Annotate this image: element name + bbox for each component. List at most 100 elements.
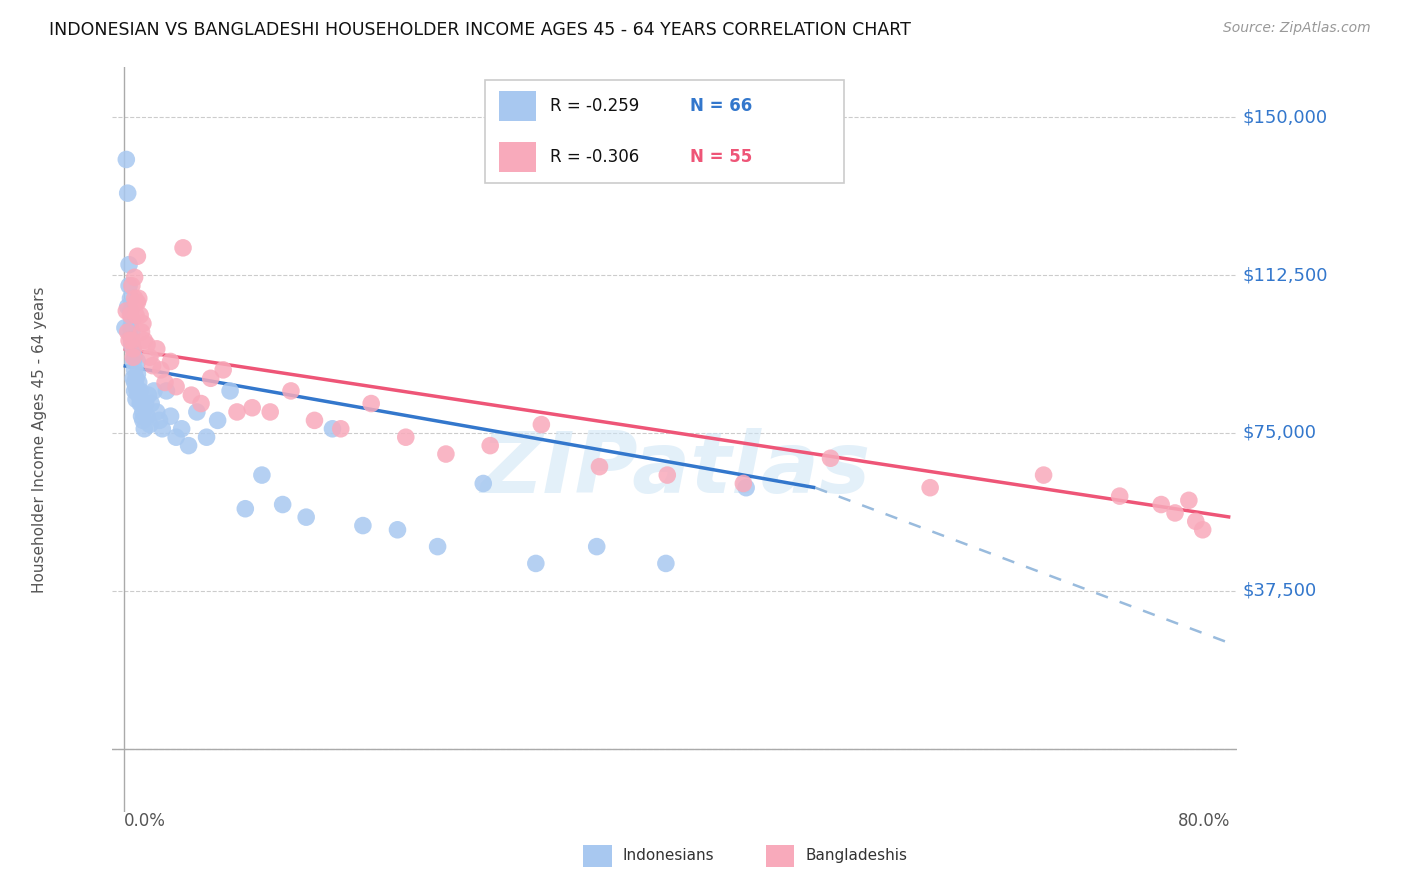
Point <box>120 329 142 343</box>
Point <box>139 417 162 432</box>
Point <box>200 371 222 385</box>
Point <box>233 501 256 516</box>
Point <box>128 376 150 390</box>
Text: INDONESIAN VS BANGLADESHI HOUSEHOLDER INCOME AGES 45 - 64 YEARS CORRELATION CHAR: INDONESIAN VS BANGLADESHI HOUSEHOLDER IN… <box>49 21 911 38</box>
Text: 0.0%: 0.0% <box>124 812 166 830</box>
Text: Bangladeshis: Bangladeshis <box>806 848 908 863</box>
Point <box>1150 498 1173 512</box>
Text: R = -0.306: R = -0.306 <box>550 148 638 166</box>
Point <box>134 334 156 348</box>
Point <box>127 384 149 398</box>
Point <box>165 380 187 394</box>
Point <box>434 447 457 461</box>
Point <box>145 405 167 419</box>
Point <box>585 540 607 554</box>
Point <box>127 249 149 263</box>
Point <box>1164 506 1187 520</box>
Point <box>190 396 212 410</box>
Point <box>139 351 162 365</box>
Point <box>250 468 273 483</box>
Point <box>120 304 142 318</box>
Point <box>920 481 942 495</box>
Point <box>387 523 409 537</box>
Point <box>177 439 200 453</box>
Point <box>524 557 547 571</box>
Point <box>134 422 156 436</box>
Point <box>125 371 148 385</box>
Point <box>1191 523 1213 537</box>
Point <box>150 422 173 436</box>
Point <box>142 359 165 373</box>
Point <box>165 430 187 444</box>
Point <box>127 354 149 368</box>
Point <box>129 396 152 410</box>
Point <box>180 388 202 402</box>
Point <box>124 363 146 377</box>
Point <box>820 451 842 466</box>
Point <box>122 354 145 368</box>
Point <box>159 409 181 424</box>
Point <box>124 384 146 398</box>
Text: Householder Income Ages 45 - 64 years: Householder Income Ages 45 - 64 years <box>32 286 46 592</box>
Point <box>128 388 150 402</box>
Point <box>121 278 143 293</box>
Point <box>304 413 326 427</box>
Point <box>195 430 218 444</box>
Point <box>125 380 148 394</box>
Point <box>145 342 167 356</box>
Point <box>121 325 143 339</box>
Point <box>329 422 352 436</box>
Point <box>121 337 143 351</box>
Text: 80.0%: 80.0% <box>1178 812 1230 830</box>
Point <box>219 384 242 398</box>
Point <box>132 317 155 331</box>
Point <box>135 396 157 410</box>
Point <box>120 320 142 334</box>
Point <box>271 498 294 512</box>
Point <box>240 401 263 415</box>
Point <box>472 476 495 491</box>
Point <box>129 384 152 398</box>
Point <box>117 300 139 314</box>
Text: ZIPatlas: ZIPatlas <box>479 427 870 510</box>
Point <box>141 396 163 410</box>
Point <box>132 413 155 427</box>
Point <box>530 417 553 432</box>
Point <box>120 308 142 322</box>
Point <box>118 278 141 293</box>
Point <box>395 430 418 444</box>
Point <box>127 295 149 310</box>
Point <box>129 308 152 322</box>
Point <box>170 422 193 436</box>
Text: N = 66: N = 66 <box>690 97 752 115</box>
Point <box>122 342 145 356</box>
Point <box>120 291 142 305</box>
Point <box>122 371 145 385</box>
Point <box>124 376 146 390</box>
Point <box>172 241 194 255</box>
Point <box>186 405 208 419</box>
Point <box>132 405 155 419</box>
Point <box>735 481 758 495</box>
Point <box>125 295 148 310</box>
Point <box>295 510 318 524</box>
Point <box>122 351 145 365</box>
Point <box>207 413 229 427</box>
Point <box>118 258 141 272</box>
Point <box>131 396 153 410</box>
Point <box>655 557 678 571</box>
Point <box>117 186 139 201</box>
Text: Indonesians: Indonesians <box>623 848 714 863</box>
Point <box>117 325 139 339</box>
Point <box>321 422 343 436</box>
Point <box>115 304 138 318</box>
Text: $150,000: $150,000 <box>1243 109 1329 127</box>
Point <box>226 405 249 419</box>
Point <box>124 270 146 285</box>
Text: R = -0.259: R = -0.259 <box>550 97 638 115</box>
Point <box>114 320 136 334</box>
Point <box>149 363 172 377</box>
Point <box>1178 493 1201 508</box>
Point <box>1108 489 1130 503</box>
Point <box>148 413 170 427</box>
